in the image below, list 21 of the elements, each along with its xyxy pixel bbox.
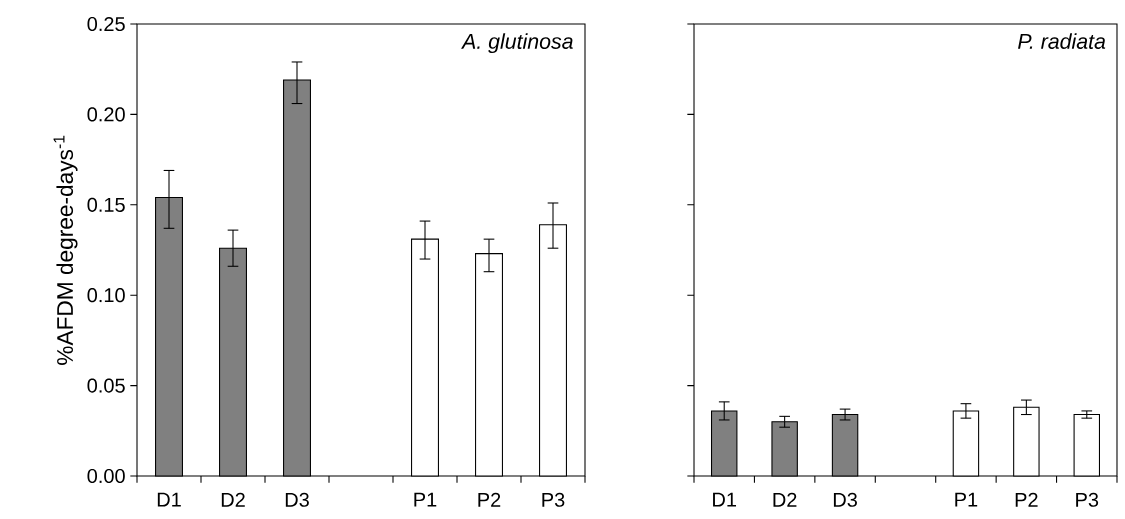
x-tick-label: D1: [157, 492, 181, 507]
x-tick-label: P2: [478, 492, 501, 507]
y-tick-label: 0.20: [87, 107, 125, 122]
y-axis-title: %AFDM degree-days$^{-1}$: [53, 135, 78, 365]
y-tick-label: 0.05: [87, 378, 125, 393]
y-tick-label: 0.00: [87, 468, 125, 484]
x-tick-label: P1: [955, 492, 978, 507]
x-tick-label: D3: [285, 492, 309, 507]
y-tick-label: 0.10: [87, 288, 125, 303]
y-tick-label: 0.25: [87, 16, 125, 32]
annotation: A. glutinosa: [461, 33, 573, 54]
x-tick-label: D2: [221, 492, 245, 507]
x-tick-label: D2: [773, 492, 797, 507]
x-tick-label: P3: [1076, 492, 1099, 507]
x-tick-label: P3: [542, 492, 565, 507]
x-tick-label: D3: [833, 492, 857, 507]
y-tick-label: 0.15: [87, 197, 125, 212]
annotation: P. radiata: [1018, 33, 1106, 49]
x-tick-label: P1: [414, 492, 437, 507]
x-tick-label: D1: [713, 492, 737, 507]
x-tick-label: P2: [1015, 492, 1038, 507]
